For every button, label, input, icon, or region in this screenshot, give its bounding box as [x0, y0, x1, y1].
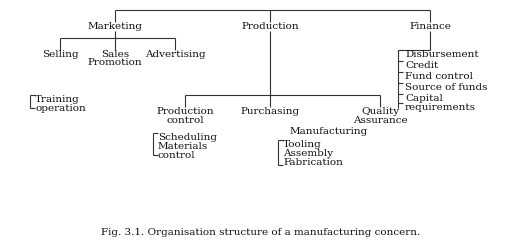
Text: Promotion: Promotion: [88, 58, 142, 67]
Text: Tooling: Tooling: [283, 140, 322, 149]
Text: Assurance: Assurance: [353, 116, 407, 125]
Text: Advertising: Advertising: [145, 50, 206, 59]
Text: Training: Training: [35, 95, 79, 104]
Text: Capital: Capital: [405, 94, 443, 103]
Text: Materials: Materials: [158, 142, 208, 151]
Text: Finance: Finance: [409, 22, 451, 31]
Text: Quality: Quality: [361, 107, 399, 116]
Text: Production: Production: [156, 107, 214, 116]
Text: Purchasing: Purchasing: [241, 107, 300, 116]
Text: control: control: [158, 151, 196, 160]
Text: Fabrication: Fabrication: [283, 158, 343, 167]
Text: Marketing: Marketing: [87, 22, 142, 31]
Text: Sales: Sales: [101, 50, 129, 59]
Text: Disbursement: Disbursement: [405, 50, 479, 59]
Text: control: control: [166, 116, 204, 125]
Text: operation: operation: [35, 104, 86, 113]
Text: requirements: requirements: [405, 103, 476, 112]
Text: Scheduling: Scheduling: [158, 133, 217, 142]
Text: Manufacturing: Manufacturing: [290, 127, 368, 136]
Text: Fund control: Fund control: [405, 72, 473, 81]
Text: Source of funds: Source of funds: [405, 83, 487, 92]
Text: Fig. 3.1. Organisation structure of a manufacturing concern.: Fig. 3.1. Organisation structure of a ma…: [101, 228, 420, 237]
Text: Credit: Credit: [405, 61, 438, 70]
Text: Production: Production: [241, 22, 299, 31]
Text: Selling: Selling: [42, 50, 78, 59]
Text: Assembly: Assembly: [283, 149, 333, 158]
